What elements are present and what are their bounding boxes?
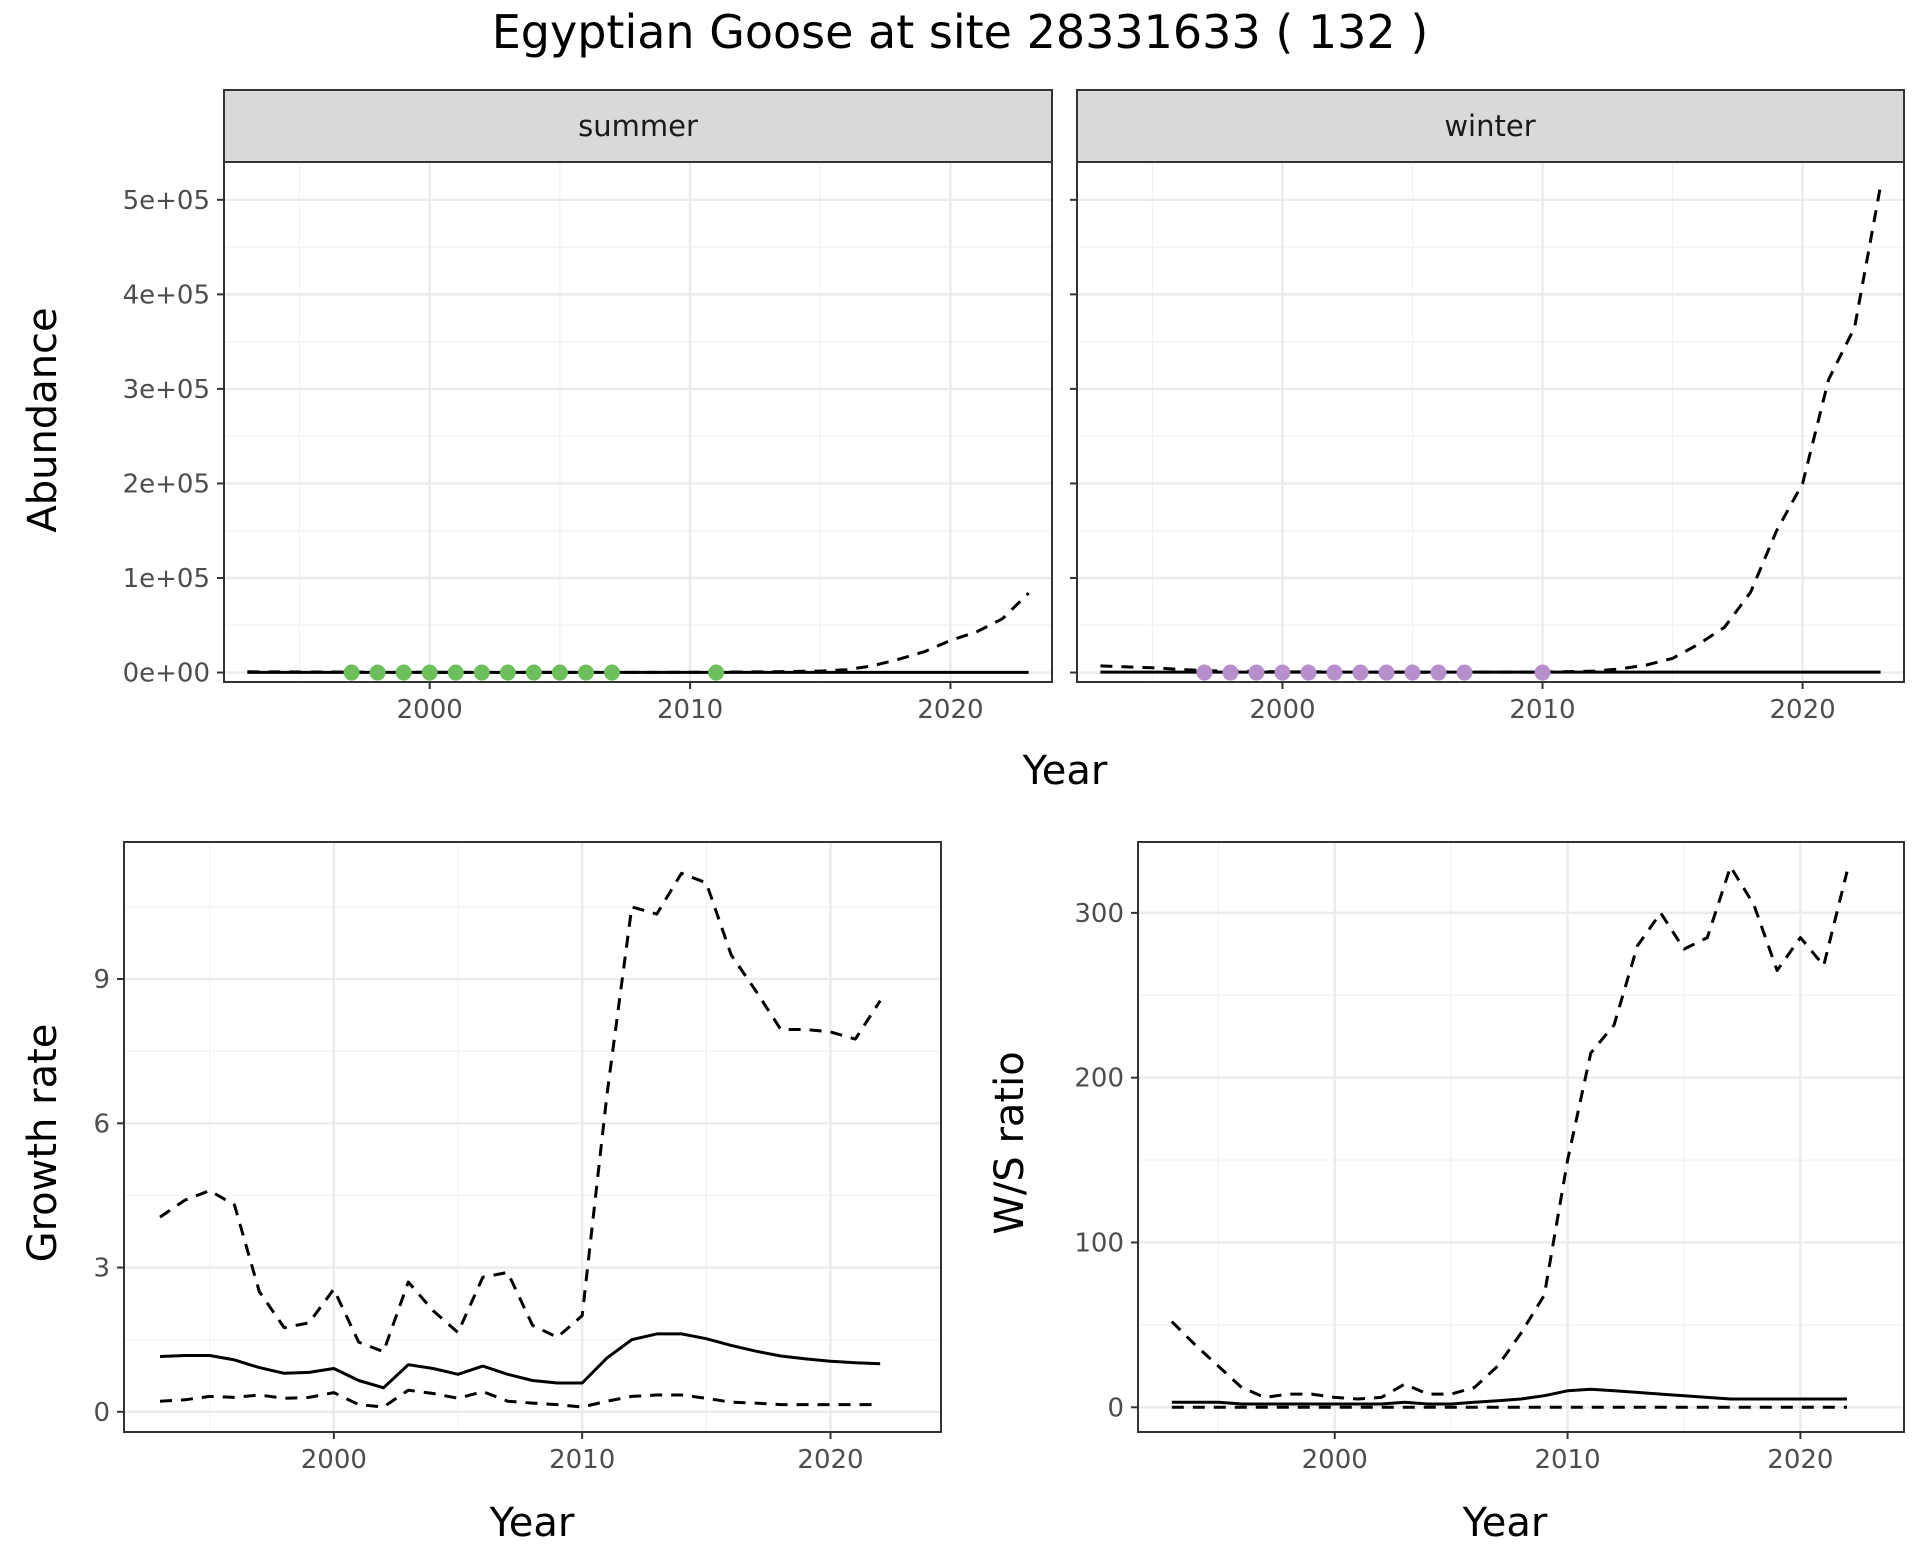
x-tick-label: 2010 [1534, 1445, 1600, 1475]
panel-border [223, 161, 1053, 683]
y-tick-label: 1e+05 [123, 564, 210, 594]
growth-rate-y-axis-title: Growth rate [20, 1024, 66, 1263]
chart-title: Egyptian Goose at site 28331633 ( 132 ) [492, 5, 1429, 59]
strip-label-winter: winter [1444, 109, 1535, 143]
x-tick-label: 2020 [1769, 695, 1835, 725]
panel-border [1137, 841, 1905, 1433]
data-point [447, 664, 464, 681]
data-point [369, 664, 386, 681]
y-tick-label: 300 [1074, 899, 1124, 929]
data-point [1534, 664, 1551, 681]
data-point [1430, 664, 1447, 681]
x-tick-label: 2000 [301, 1445, 367, 1475]
summer-abundance-panel: 2000 2010 2020 0e+00 1e+05 2e+05 3e+05 4e+05 5e+… [123, 161, 1053, 725]
series-line-dashed-2 [159, 1388, 881, 1409]
data-point [1196, 664, 1213, 681]
strip-label-summer: summer [578, 109, 698, 143]
strip-winter: winter [1076, 89, 1905, 163]
data-point [577, 664, 594, 681]
plot-background [1077, 162, 1904, 682]
y-tick-label: 100 [1074, 1228, 1124, 1258]
y-tick-label: 2e+05 [123, 469, 210, 499]
x-tick-label: 2010 [1509, 695, 1575, 725]
y-tick-label: 5e+05 [123, 186, 210, 216]
series-line-solid-1 [1171, 1387, 1847, 1406]
data-point [708, 664, 725, 681]
data-point [1456, 664, 1473, 681]
top-row-x-axis-title: Year [1022, 748, 1108, 794]
series-line-dashed-0 [1170, 865, 1849, 1401]
data-point [395, 664, 412, 681]
x-tick-label: 2020 [797, 1445, 863, 1475]
panel-border [123, 841, 942, 1433]
x-tick-label: 2020 [917, 695, 983, 725]
data-point [1404, 664, 1421, 681]
x-tick-label: 2010 [549, 1445, 615, 1475]
y-tick-label: 4e+05 [123, 280, 210, 310]
ws-ratio-y-axis-title: W/S ratio [987, 1051, 1033, 1234]
data-point [421, 664, 438, 681]
panel-border [1076, 161, 1905, 683]
plot-background [124, 842, 941, 1432]
data-point [1274, 664, 1291, 681]
x-tick-label: 2010 [657, 695, 723, 725]
series-line-dashed-1 [1100, 185, 1883, 674]
series-line-dashed-1 [247, 592, 1030, 674]
data-point [499, 664, 516, 681]
data-point [1352, 664, 1369, 681]
winter-abundance-panel: 2000 2010 2020 [1070, 161, 1905, 725]
series-line-dashed-0 [159, 871, 882, 1354]
strip-summer: summer [223, 89, 1053, 163]
y-tick-label: 0 [93, 1398, 110, 1428]
ws-ratio-panel: 2000 2010 2020 0 100 200 300 [1074, 841, 1905, 1475]
x-tick-label: 2000 [397, 695, 463, 725]
y-tick-label: 6 [93, 1109, 110, 1139]
x-tick-label: 2000 [1249, 695, 1315, 725]
data-point [343, 664, 360, 681]
plot-background [1138, 842, 1904, 1432]
y-tick-label: 9 [93, 965, 110, 995]
x-tick-label: 2000 [1302, 1445, 1368, 1475]
ws-ratio-x-axis-title: Year [1462, 1500, 1548, 1546]
y-tick-label: 3 [93, 1254, 110, 1284]
plot-background [224, 162, 1052, 682]
growth-rate-x-axis-title: Year [489, 1500, 575, 1546]
data-point [473, 664, 490, 681]
data-point [525, 664, 542, 681]
data-point [551, 664, 568, 681]
data-point [1378, 664, 1395, 681]
y-tick-label: 0 [1107, 1393, 1124, 1423]
data-point [603, 664, 620, 681]
series-line-solid-1 [159, 1332, 881, 1390]
data-point [1300, 664, 1317, 681]
x-tick-label: 2020 [1767, 1445, 1833, 1475]
data-point [1248, 664, 1265, 681]
growth-rate-panel: 2000 2010 2020 0 3 6 9 [93, 841, 942, 1475]
y-tick-label: 200 [1074, 1064, 1124, 1094]
abundance-y-axis-title: Abundance [20, 307, 66, 532]
data-point [1222, 664, 1239, 681]
data-point [1326, 664, 1343, 681]
y-tick-label: 3e+05 [123, 375, 210, 405]
y-tick-label: 0e+00 [123, 659, 210, 689]
